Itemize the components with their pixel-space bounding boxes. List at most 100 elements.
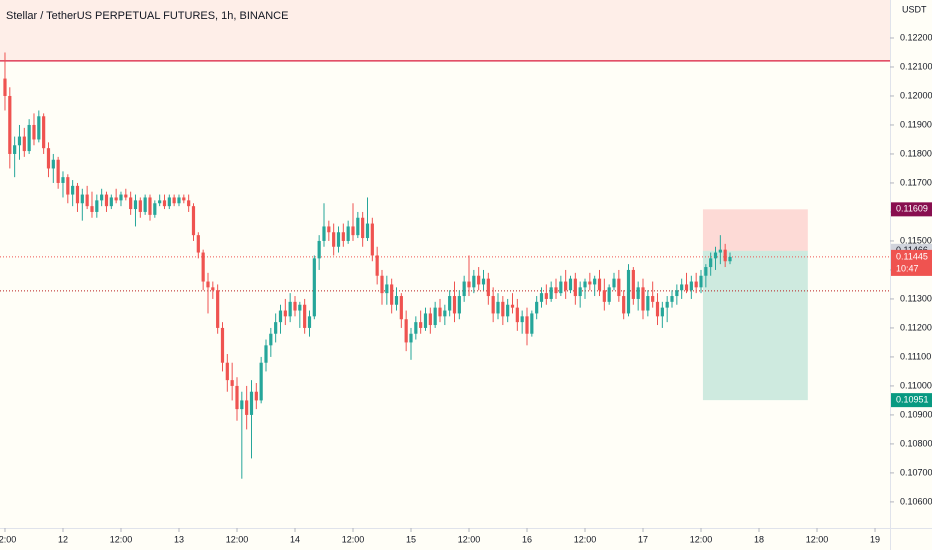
candle-body [506, 304, 510, 317]
x-tick-label: 12:00 [806, 534, 829, 544]
candle-body [327, 226, 331, 233]
candle-body [230, 380, 234, 386]
y-tick-label: 0.11800 [900, 148, 932, 158]
x-tick-label: 12 [58, 534, 68, 544]
y-tick-label: 0.11100 [900, 351, 931, 361]
y-tick-label: 0.11500 [900, 235, 932, 245]
candle-body [61, 177, 65, 183]
candle-body [675, 290, 679, 297]
price-label-bg [891, 249, 932, 276]
candle-body [307, 316, 312, 328]
candle-body [153, 203, 157, 215]
candle-body [264, 345, 268, 363]
candle-body [109, 197, 113, 207]
candle-body [104, 194, 109, 207]
candle-body [578, 287, 582, 297]
candle-body [22, 136, 26, 152]
x-tick-label: 13 [174, 534, 184, 544]
candle-body [699, 275, 703, 288]
candle-body [602, 290, 606, 302]
candle-body [133, 200, 138, 210]
candle-body [37, 116, 41, 140]
candle-body [100, 194, 104, 201]
candle-body [8, 95, 12, 154]
y-tick-label: 0.10700 [900, 467, 932, 477]
candle-body [312, 258, 316, 317]
candle-body [235, 385, 239, 410]
candle-body [13, 145, 17, 154]
y-tick-label: 0.11900 [900, 119, 932, 129]
x-tick-label: 18 [754, 534, 764, 544]
x-tick-label: 12:00 [458, 534, 481, 544]
candle-body [269, 333, 273, 346]
candle-body [293, 301, 297, 311]
candle-body [452, 296, 457, 314]
candle-body [361, 217, 365, 239]
candle-body [51, 159, 55, 169]
candle-body [399, 296, 403, 320]
position-risk [702, 209, 808, 251]
candle-body [409, 333, 413, 343]
candle-body [365, 223, 370, 239]
candle-body [341, 232, 345, 241]
candle-body [684, 284, 689, 291]
price-label: 0.11445 [896, 251, 928, 261]
candle-body [17, 136, 22, 146]
y-tick-label: 0.11300 [900, 293, 932, 303]
candle-body [370, 223, 374, 256]
candle-body [201, 252, 205, 282]
candle-body [660, 307, 664, 317]
candle-body [346, 226, 350, 241]
candle-body [249, 391, 254, 415]
candle-body [56, 159, 60, 183]
candle-body [220, 327, 225, 363]
candle-body [549, 287, 553, 299]
candle-body [404, 319, 408, 343]
candle-body [472, 275, 476, 288]
candle-body [322, 226, 326, 241]
y-tick-label: 0.12000 [900, 90, 932, 100]
candle-body [554, 287, 558, 294]
candle-body [535, 301, 539, 314]
candle-body [158, 200, 162, 204]
candle-body [336, 232, 341, 247]
candle-body [607, 287, 611, 302]
candle-body [143, 197, 147, 212]
y-tick-label: 0.10900 [900, 409, 932, 419]
candle-body [332, 232, 336, 247]
candle-body [351, 226, 355, 236]
candle-body [728, 256, 732, 262]
x-tick-label: 16 [522, 534, 532, 544]
candle-body [496, 301, 500, 314]
x-tick-label: 17 [638, 534, 648, 544]
countdown: 10:47 [896, 263, 919, 273]
candle-body [617, 278, 621, 297]
candle-body [394, 296, 399, 305]
candle-body [129, 197, 133, 210]
candle-body [419, 322, 423, 328]
x-tick-label: 12:00 [226, 534, 249, 544]
candle-body [172, 197, 176, 204]
candle-body [457, 296, 461, 314]
candle-body [583, 281, 587, 288]
candle-body [177, 197, 181, 204]
x-tick-label: 12:00 [110, 534, 133, 544]
candle-body [655, 301, 660, 317]
candle-body [27, 124, 31, 152]
candle-body [191, 206, 196, 236]
candle-body [520, 316, 524, 323]
candle-body [254, 391, 258, 401]
candle-body [704, 267, 708, 276]
candle-body [612, 278, 616, 288]
x-tick-label: 12:00 [342, 534, 365, 544]
candle-body [593, 278, 597, 285]
candle-body [646, 296, 650, 311]
candle-body [66, 177, 70, 195]
candle-body [423, 313, 428, 328]
price-label: 0.10951 [896, 395, 929, 405]
candle-body [636, 287, 640, 299]
candle-body [80, 194, 84, 204]
candle-body [119, 194, 123, 201]
candle-body [588, 281, 592, 285]
